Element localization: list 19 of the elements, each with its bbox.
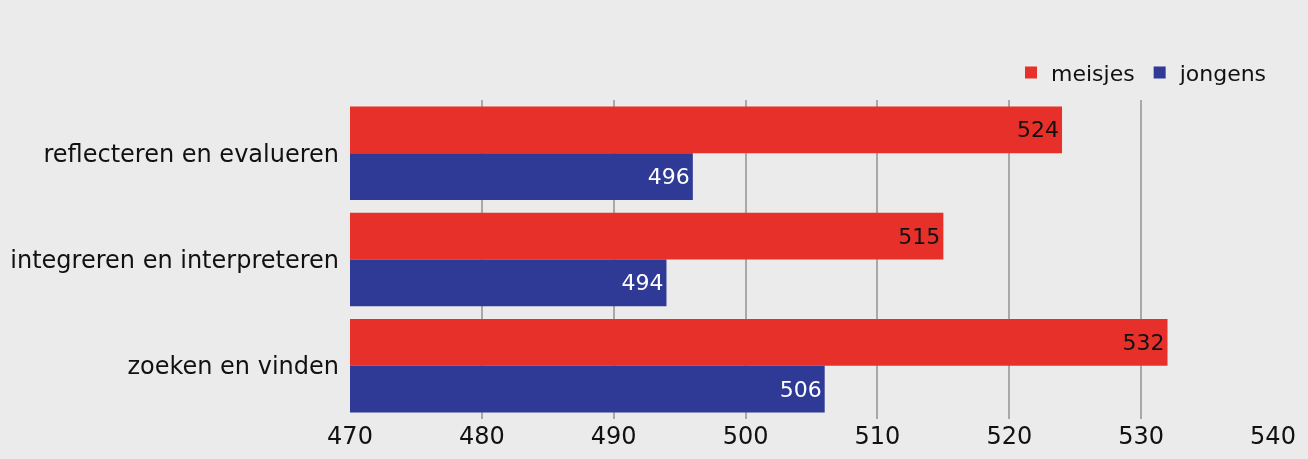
x-tick-label: 470 — [327, 422, 373, 450]
x-tick-label: 510 — [854, 422, 901, 450]
x-tick-label: 500 — [722, 422, 769, 450]
x-tick-label: 480 — [458, 422, 505, 450]
legend-label: meisjes — [1051, 61, 1135, 86]
data-label: 494 — [621, 270, 664, 296]
data-label: 524 — [1017, 117, 1060, 143]
legend-label: jongens — [1178, 61, 1267, 86]
x-tick-label: 530 — [1118, 422, 1165, 450]
data-label: 515 — [898, 223, 941, 249]
data-label: 506 — [779, 376, 822, 402]
x-tick-label: 540 — [1250, 422, 1296, 450]
x-tick-label: 490 — [590, 422, 637, 450]
y-tick-label: reflecteren en evalueren — [43, 139, 339, 168]
data-label: 496 — [647, 164, 690, 190]
x-tick-label: 520 — [986, 422, 1033, 450]
y-tick-label: zoeken en vinden — [127, 352, 339, 381]
data-label: 532 — [1122, 329, 1165, 355]
y-tick-label: integreren en interpreteren — [10, 245, 339, 274]
